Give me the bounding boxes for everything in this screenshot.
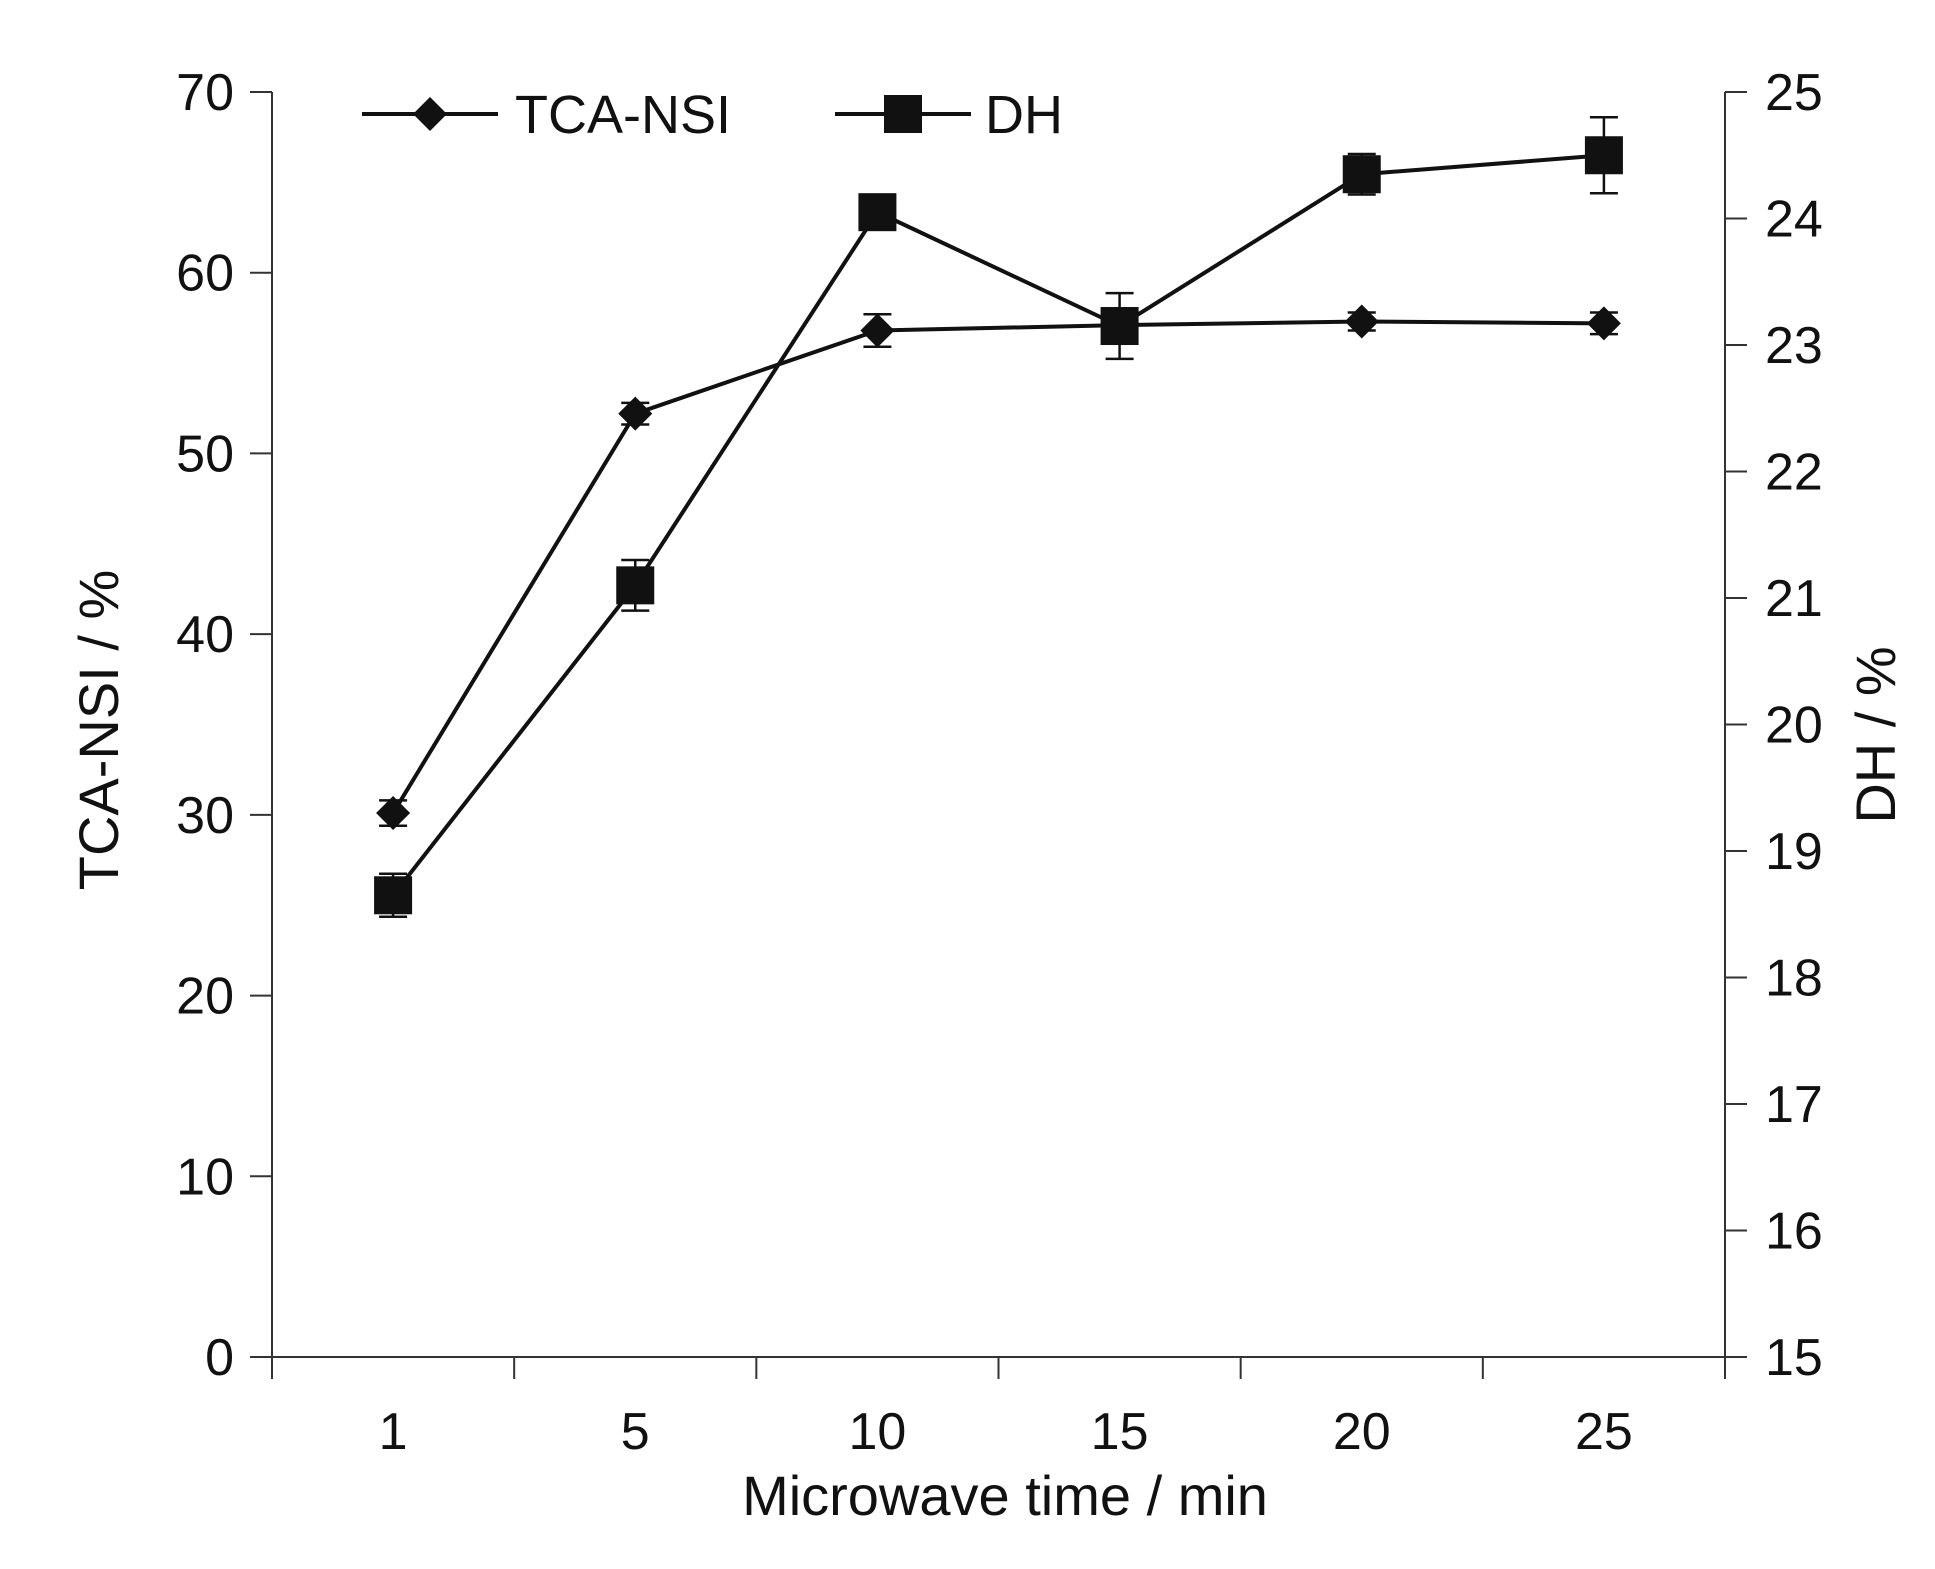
data-point-dh (374, 876, 413, 915)
data-point-tca-nsi (1586, 306, 1621, 341)
y-tick-label-left: 20 (176, 968, 234, 1026)
y-tick-label-right: 24 (1765, 191, 1823, 249)
y-tick-label-left: 40 (176, 606, 234, 664)
data-point-dh (1584, 136, 1623, 175)
y-tick-label-right: 19 (1765, 823, 1823, 881)
x-axis-title: Microwave time / min (742, 1464, 1268, 1527)
x-tick-label: 15 (1091, 1403, 1149, 1461)
data-point-tca-nsi (1344, 304, 1379, 339)
legend-marker-tca-nsi (413, 97, 447, 131)
x-tick-label: 1 (379, 1403, 408, 1461)
y-tick-label-left: 70 (176, 64, 234, 122)
series-line-tca-nsi (391, 319, 1604, 815)
y-tick-label-right: 20 (1765, 697, 1823, 755)
data-point-dh (616, 566, 655, 605)
y-tick-label-right: 23 (1765, 317, 1823, 375)
y-tick-label-right: 16 (1765, 1203, 1823, 1261)
y-tick-label-left: 30 (176, 787, 234, 845)
y-tick-label-right: 21 (1765, 570, 1823, 628)
y-axis-title-left: TCA-NSI / % (67, 570, 130, 890)
y-tick-label-right: 22 (1765, 444, 1823, 502)
y-tick-label-left: 50 (176, 425, 234, 483)
x-tick-label: 10 (848, 1403, 906, 1461)
data-point-tca-nsi (376, 796, 411, 831)
data-point-dh (1342, 155, 1381, 194)
series-dh (374, 116, 1623, 919)
x-tick-label: 20 (1333, 1403, 1391, 1461)
data-point-tca-nsi (618, 396, 653, 431)
legend: TCA-NSI DH (362, 85, 1063, 145)
y-tick-label-left: 0 (205, 1329, 234, 1387)
y-tick-label-left: 60 (176, 245, 234, 303)
series-tca-nsi (376, 304, 1621, 831)
series-line-dh (391, 153, 1605, 897)
data-point-tca-nsi (860, 313, 895, 348)
y-tick-label-left: 10 (176, 1148, 234, 1206)
data-point-dh (858, 193, 897, 232)
y-axis-title-right: DH / % (1844, 646, 1907, 823)
data-point-dh (1100, 307, 1139, 346)
x-tick-label: 5 (621, 1403, 650, 1461)
y-tick-label-right: 18 (1765, 950, 1823, 1008)
series-layer (374, 116, 1623, 919)
legend-marker-dh (884, 95, 922, 133)
x-tick-label: 25 (1575, 1403, 1633, 1461)
y-tick-label-right: 25 (1765, 64, 1823, 122)
legend-label-tca-nsi: TCA-NSI (515, 85, 731, 145)
legend-label-dh: DH (985, 85, 1063, 145)
y-tick-label-right: 17 (1765, 1076, 1823, 1134)
y-tick-label-right: 15 (1765, 1329, 1823, 1387)
